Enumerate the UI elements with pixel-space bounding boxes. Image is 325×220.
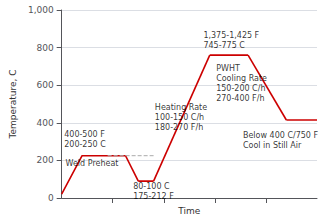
svg-text:Cooling Rate: Cooling Rate (216, 74, 267, 83)
svg-text:400: 400 (36, 118, 53, 128)
svg-text:Below 400 C/750 F: Below 400 C/750 F (243, 131, 319, 140)
svg-text:Time: Time (177, 206, 200, 216)
svg-text:175-212 F: 175-212 F (133, 192, 174, 201)
svg-text:180-270 F/h: 180-270 F/h (155, 123, 203, 132)
svg-text:800: 800 (36, 43, 53, 53)
svg-text:745-775 C: 745-775 C (203, 41, 245, 50)
svg-text:1,375-1,425 F: 1,375-1,425 F (203, 31, 259, 40)
svg-text:Temperature, C: Temperature, C (8, 69, 18, 139)
svg-text:0: 0 (48, 193, 54, 203)
svg-text:200-250 C: 200-250 C (64, 140, 106, 149)
svg-text:Cool in Still Air: Cool in Still Air (243, 141, 302, 150)
svg-text:Heating Rate: Heating Rate (155, 103, 207, 112)
svg-text:400-500 F: 400-500 F (64, 130, 105, 139)
svg-text:100-150 C/h: 100-150 C/h (155, 113, 204, 122)
svg-text:270-400 F/h: 270-400 F/h (216, 94, 264, 103)
svg-text:600: 600 (36, 80, 53, 90)
svg-text:Weld Preheat: Weld Preheat (65, 159, 118, 168)
svg-text:1,000: 1,000 (28, 5, 54, 15)
svg-text:150-200 C/h: 150-200 C/h (216, 84, 265, 93)
svg-text:80-100 C: 80-100 C (133, 182, 170, 191)
svg-text:200: 200 (36, 155, 53, 165)
svg-text:PWHT: PWHT (216, 64, 240, 73)
